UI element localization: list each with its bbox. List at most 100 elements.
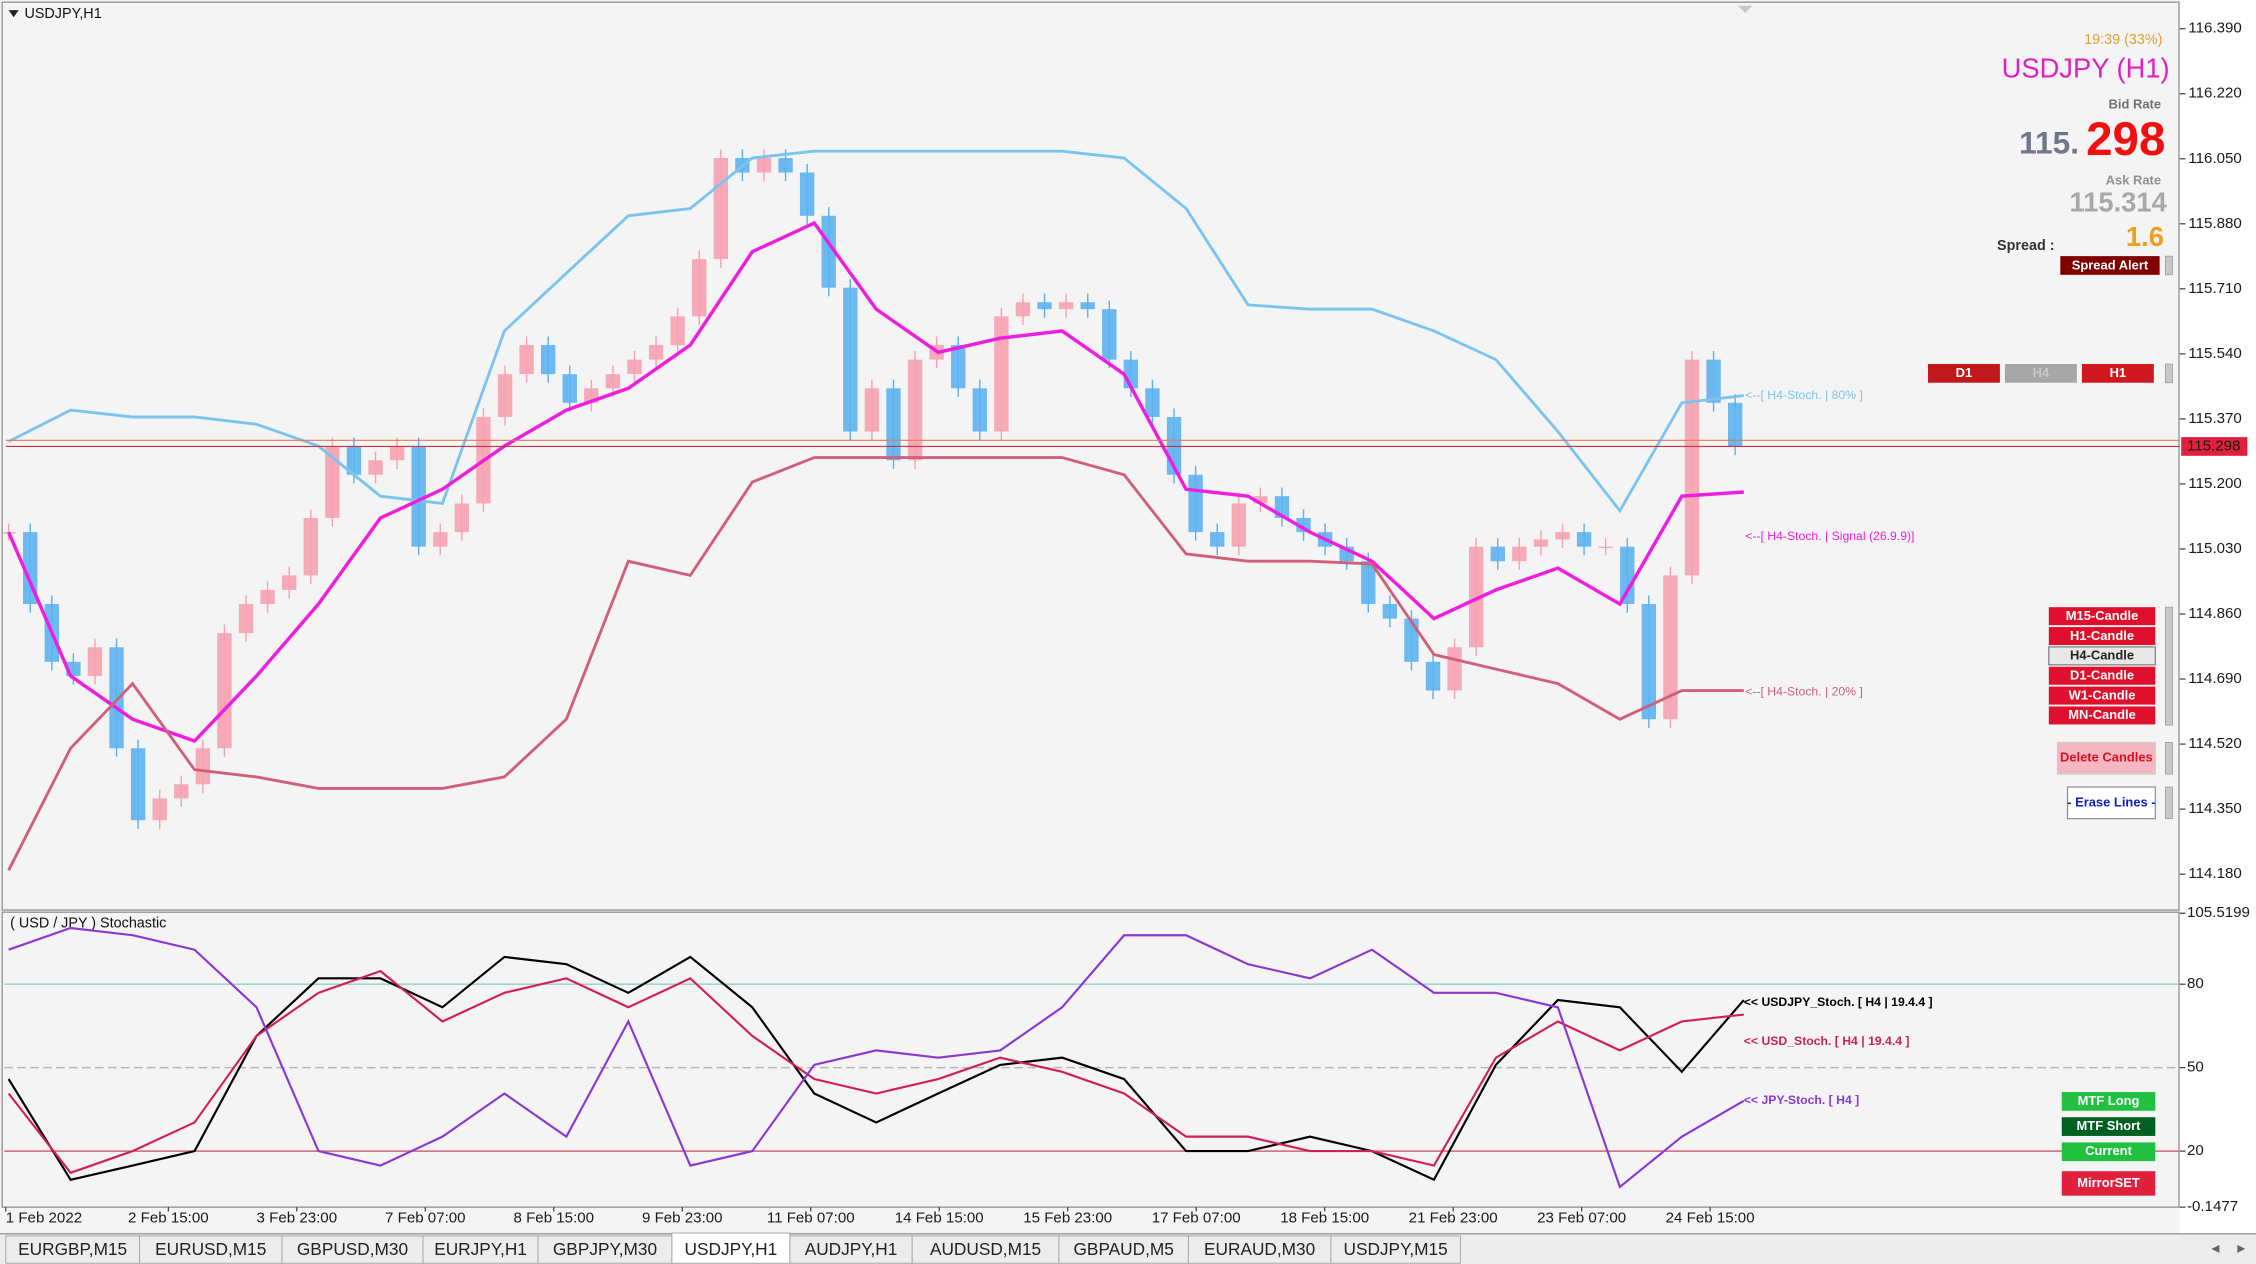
handle[interactable] xyxy=(2164,606,2173,726)
time-label: 21 Feb 23:00 xyxy=(1409,1210,1498,1227)
candle-body xyxy=(1512,546,1527,562)
candle-body xyxy=(1015,302,1031,317)
tab[interactable] xyxy=(139,1235,283,1264)
tab-scroll-left[interactable]: ◂ xyxy=(2211,1240,2219,1257)
time-label: 7 Feb 07:00 xyxy=(385,1210,466,1227)
tab[interactable] xyxy=(1330,1235,1461,1264)
tab[interactable] xyxy=(1058,1235,1189,1264)
tab-label: AUDJPY,H1 xyxy=(805,1239,898,1259)
spread-alert-text: Spread Alert xyxy=(2072,258,2149,273)
handle[interactable] xyxy=(2164,255,2173,276)
delete-candles-button[interactable] xyxy=(2056,741,2156,775)
candle-body xyxy=(1555,532,1570,540)
candle-button-text: H4-Candle xyxy=(2070,648,2134,663)
candle-body xyxy=(843,287,858,432)
time-label: 3 Feb 23:00 xyxy=(257,1210,338,1227)
price-tick-label: 114.860 xyxy=(2188,605,2241,622)
chart-window-title: USDJPY,H1 xyxy=(24,6,101,22)
tab[interactable] xyxy=(5,1235,141,1264)
candle-body xyxy=(1361,561,1376,605)
overlay-label: <--[ H4-Stoch. | Signal (26.9.9)] xyxy=(1745,529,1914,543)
timeframe-button[interactable] xyxy=(1927,364,2000,383)
timeframe-button-text: H1 xyxy=(2110,365,2127,380)
time-label: 11 Feb 07:00 xyxy=(767,1210,855,1227)
stoch-legend: << USDJPY_Stoch. [ H4 | 19.4.4 ] xyxy=(1744,995,1933,1009)
candle-body xyxy=(1382,604,1398,619)
time-label: 14 Feb 15:00 xyxy=(895,1210,984,1227)
candle-body xyxy=(368,460,383,475)
bid-price-tag xyxy=(2181,437,2248,456)
candle-button-text: H1-Candle xyxy=(2070,628,2134,643)
tab[interactable] xyxy=(671,1232,791,1264)
mtf-button-text: MTF Short xyxy=(2077,1118,2142,1133)
candle-body xyxy=(23,532,38,605)
tab-label: GBPUSD,M30 xyxy=(297,1239,408,1259)
price-tick-label: 115.030 xyxy=(2188,540,2241,557)
candle-body xyxy=(1490,546,1505,562)
candle-body xyxy=(1231,503,1246,547)
candle-body xyxy=(519,345,534,375)
stoch-tick-label: 20 xyxy=(2187,1142,2204,1159)
handle[interactable] xyxy=(2164,363,2173,384)
tab-label: USDJPY,H1 xyxy=(685,1239,778,1259)
candle-body xyxy=(454,503,470,533)
candle-body xyxy=(821,215,836,288)
ask-label: Ask Rate xyxy=(2106,173,2161,188)
mtf-button[interactable] xyxy=(2061,1142,2156,1162)
candle-button[interactable] xyxy=(2048,706,2156,725)
candle-body xyxy=(238,604,254,634)
candle-button-text: MN-Candle xyxy=(2068,707,2136,722)
candle-body xyxy=(346,446,362,475)
handle[interactable] xyxy=(2164,786,2173,820)
tab-scroll-right[interactable]: ▸ xyxy=(2237,1240,2245,1257)
candle-body xyxy=(1145,388,1160,417)
candle-button[interactable] xyxy=(2048,686,2156,705)
candle-button[interactable] xyxy=(2048,627,2156,646)
time-label: 17 Feb 07:00 xyxy=(1152,1210,1241,1227)
tab-label: EURJPY,H1 xyxy=(434,1239,527,1259)
stoch-tick-label: 105.5199 xyxy=(2187,904,2250,921)
handle[interactable] xyxy=(2164,742,2173,775)
candle-button[interactable] xyxy=(2048,607,2156,626)
tab[interactable] xyxy=(422,1235,539,1264)
symbol-label: USDJPY (H1) xyxy=(2002,53,2170,84)
candle-body xyxy=(1727,402,1743,447)
candle-body xyxy=(1404,618,1419,662)
candle-body xyxy=(627,359,642,375)
time-label: 15 Feb 23:00 xyxy=(1023,1210,1112,1227)
mtf-button-text: MTF Long xyxy=(2078,1093,2140,1108)
candle-body xyxy=(1663,575,1678,720)
timeframe-button[interactable] xyxy=(2004,364,2077,383)
timeframe-button[interactable] xyxy=(2081,364,2154,383)
bid-label: Bid Rate xyxy=(2109,96,2161,111)
tab[interactable] xyxy=(789,1235,913,1264)
candle-body xyxy=(692,259,707,317)
overlay-line xyxy=(7,149,1744,514)
overlay-label: <--[ H4-Stoch. | 20% ] xyxy=(1745,684,1863,698)
tab-label: USDJPY,M15 xyxy=(1344,1239,1448,1259)
bid-small: 298 xyxy=(2086,113,2165,166)
main-chart-frame xyxy=(1,1,2180,911)
candle-body xyxy=(1706,359,1721,403)
stoch-line xyxy=(7,955,1745,1182)
candle-body xyxy=(1037,302,1052,310)
price-plot xyxy=(2,149,1744,871)
window-menu-arrow[interactable] xyxy=(8,10,19,18)
spread-alert-button[interactable] xyxy=(2060,256,2160,275)
candle-body xyxy=(864,388,880,432)
timeframe-button-text: H4 xyxy=(2033,365,2050,380)
tab[interactable] xyxy=(281,1235,424,1264)
server-time: 19:39 (33%) xyxy=(2084,32,2162,48)
tab[interactable] xyxy=(1187,1235,1332,1264)
candle-body xyxy=(174,784,189,799)
mtf-button[interactable] xyxy=(2061,1092,2156,1111)
stoch-tick-label: -0.1477 xyxy=(2187,1198,2238,1215)
mtf-button[interactable] xyxy=(2061,1117,2156,1136)
candle-button[interactable] xyxy=(2048,646,2156,666)
mtf-button[interactable] xyxy=(2061,1171,2156,1196)
ask-price: 115.314 xyxy=(2070,187,2168,218)
candle-button[interactable] xyxy=(2048,666,2156,685)
stoch-line xyxy=(7,969,1744,1175)
price-tick-label: 114.690 xyxy=(2188,670,2241,687)
erase-lines-button[interactable] xyxy=(2066,786,2156,820)
